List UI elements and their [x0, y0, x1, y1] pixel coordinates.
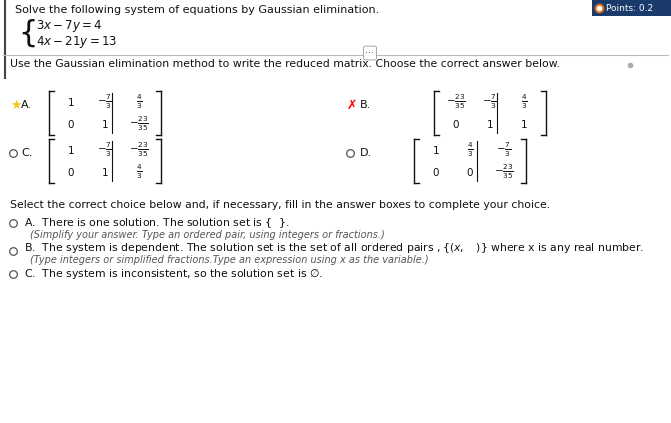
Text: $-\frac{23}{35}$: $-\frac{23}{35}$ [129, 141, 149, 159]
Text: C.: C. [21, 148, 32, 158]
Text: C.  The system is inconsistent, so the solution set is $\varnothing$.: C. The system is inconsistent, so the so… [24, 267, 323, 281]
Text: ★: ★ [10, 99, 21, 112]
FancyBboxPatch shape [592, 0, 671, 16]
Text: $0$: $0$ [466, 166, 474, 178]
Text: $\{$: $\{$ [18, 17, 36, 49]
Text: (Simplify your answer. Type an ordered pair, using integers or fractions.): (Simplify your answer. Type an ordered p… [30, 230, 384, 240]
Text: $-\frac{7}{3}$: $-\frac{7}{3}$ [97, 141, 113, 159]
Text: $1$: $1$ [67, 96, 75, 108]
Text: $1$: $1$ [101, 118, 109, 130]
Text: B.: B. [360, 100, 371, 110]
Text: $0$: $0$ [452, 118, 460, 130]
Text: $3x- 7y = 4$: $3x- 7y = 4$ [36, 18, 103, 34]
Text: $0$: $0$ [67, 166, 75, 178]
Text: Points: 0.2: Points: 0.2 [606, 3, 653, 13]
Text: A.: A. [21, 100, 32, 110]
Text: $-\frac{23}{35}$: $-\frac{23}{35}$ [446, 93, 466, 111]
Text: $4x-21y = 13$: $4x-21y = 13$ [36, 34, 117, 50]
Text: D.: D. [360, 148, 372, 158]
Text: (Type integers or simplified fractions.Type an expression using x as the variabl: (Type integers or simplified fractions.T… [30, 255, 429, 265]
Text: $\frac{4}{3}$: $\frac{4}{3}$ [136, 93, 142, 111]
Text: $1$: $1$ [486, 118, 494, 130]
Text: $-\frac{23}{35}$: $-\frac{23}{35}$ [129, 115, 149, 133]
Text: $-\frac{7}{3}$: $-\frac{7}{3}$ [497, 141, 512, 159]
Text: $\frac{4}{3}$: $\frac{4}{3}$ [136, 163, 142, 181]
Text: B.  The system is dependent. The solution set is the set of all ordered pairs $,: B. The system is dependent. The solution… [24, 241, 644, 255]
Text: Solve the following system of equations by Gaussian elimination.: Solve the following system of equations … [15, 5, 379, 15]
Text: $1$: $1$ [520, 118, 528, 130]
Text: Use the Gaussian elimination method to write the reduced matrix. Choose the corr: Use the Gaussian elimination method to w… [10, 59, 560, 69]
Text: $1$: $1$ [67, 144, 75, 156]
Text: $1$: $1$ [432, 144, 440, 156]
Text: $-\frac{7}{3}$: $-\frac{7}{3}$ [482, 93, 498, 111]
Text: ✗: ✗ [347, 99, 358, 112]
Text: $0$: $0$ [67, 118, 75, 130]
Text: Select the correct choice below and, if necessary, fill in the answer boxes to c: Select the correct choice below and, if … [10, 200, 550, 210]
Text: ···: ··· [366, 48, 374, 58]
Text: $\frac{4}{3}$: $\frac{4}{3}$ [521, 93, 527, 111]
Text: $-\frac{23}{35}$: $-\frac{23}{35}$ [494, 163, 514, 181]
Text: $1$: $1$ [101, 166, 109, 178]
Text: A.  There is one solution. The solution set is $\{$  $\}$.: A. There is one solution. The solution s… [24, 216, 290, 230]
Text: $\frac{4}{3}$: $\frac{4}{3}$ [467, 141, 473, 159]
Text: $0$: $0$ [432, 166, 440, 178]
Text: $-\frac{7}{3}$: $-\frac{7}{3}$ [97, 93, 113, 111]
